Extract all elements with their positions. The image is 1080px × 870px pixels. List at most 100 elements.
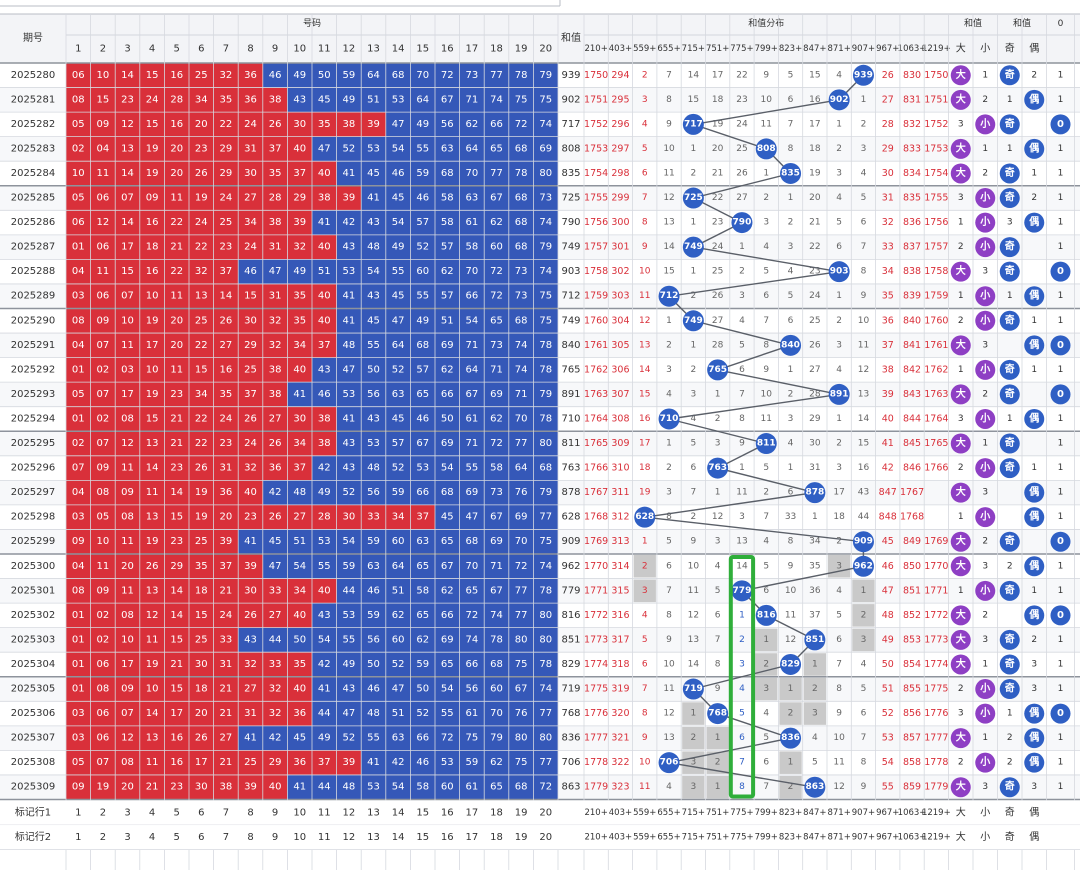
drawn-number: 71 <box>490 561 503 572</box>
distribution-value: 305 <box>611 340 629 351</box>
drawn-number: 40 <box>318 168 331 179</box>
number-cell <box>385 259 411 284</box>
issue-number: 2025287 <box>11 242 56 253</box>
number-cell <box>361 676 386 702</box>
number-cell <box>336 112 362 137</box>
bigsmall-miss: 3 <box>958 709 964 719</box>
distribution-value: 9 <box>715 684 721 694</box>
distribution-value: 8 <box>666 610 672 620</box>
number-cell <box>115 185 140 211</box>
number-cell <box>90 161 116 186</box>
oddeven-miss: 2 <box>1031 70 1037 80</box>
number-cell <box>287 357 312 383</box>
distribution-value: 2 <box>690 168 696 178</box>
sum-value: 835 <box>561 168 580 179</box>
distribution-value: 6 <box>763 758 769 768</box>
distribution-value: 39 <box>882 389 894 400</box>
distribution-value: 313 <box>611 536 629 547</box>
number-cell <box>287 112 312 137</box>
number-cell <box>213 357 239 383</box>
sum-ball-label: 816 <box>757 610 776 620</box>
drawn-number: 49 <box>392 242 405 253</box>
number-cell <box>213 750 239 775</box>
drawn-number: 71 <box>466 94 479 105</box>
extra-label: 0 <box>1057 536 1064 547</box>
drawn-number: 45 <box>367 315 380 326</box>
number-cell <box>189 431 214 456</box>
number-cell <box>459 333 485 358</box>
drawn-number: 33 <box>367 512 380 523</box>
number-cell <box>533 529 558 554</box>
distribution-column-label: 799+ <box>755 44 778 54</box>
drawn-number: 77 <box>539 512 552 523</box>
table-row: 2025291 04 07 11 17 20 22 27 29 32 34 37 48 55 64 68 69 7… <box>0 333 1080 358</box>
number-cell <box>213 455 239 481</box>
number-cell <box>287 725 312 751</box>
number-cell <box>336 87 362 113</box>
drawn-number: 35 <box>269 168 282 179</box>
drawn-number: 37 <box>220 561 233 572</box>
drawn-number: 14 <box>121 70 134 81</box>
distribution-value: 3 <box>836 561 842 571</box>
drawn-number: 32 <box>269 340 282 351</box>
bigsmall-label: 大 <box>956 166 966 179</box>
oddeven-ball <box>1024 408 1045 429</box>
missing-cell <box>633 555 656 578</box>
number-cell <box>459 63 485 88</box>
number-cell <box>533 676 558 702</box>
distribution-value: 8 <box>666 512 672 522</box>
drawn-number: 48 <box>367 242 380 253</box>
distribution-value: 2 <box>690 291 696 301</box>
distribution-column-label: 775+ <box>730 44 753 54</box>
oddeven-label: 奇 <box>1005 264 1015 277</box>
number-cell <box>189 333 214 358</box>
drawn-number: 39 <box>367 119 380 130</box>
distribution-value: 7 <box>690 488 696 498</box>
drawn-number: 79 <box>490 733 503 744</box>
distribution-value: 11 <box>663 684 674 694</box>
number-cell <box>459 112 485 137</box>
distribution-value: 4 <box>690 414 696 424</box>
number-cell <box>66 210 91 235</box>
bigsmall-label: 小 <box>979 313 990 326</box>
distribution-value: 29 <box>809 414 821 424</box>
drawn-number: 32 <box>195 266 208 277</box>
drawn-number: 17 <box>121 659 134 670</box>
distribution-value: 9 <box>763 70 769 80</box>
drawn-number: 21 <box>170 659 183 670</box>
number-cell <box>361 112 386 137</box>
drawn-number: 09 <box>121 684 134 695</box>
bigsmall-ball <box>950 728 971 749</box>
number-cell <box>139 283 165 309</box>
drawn-number: 72 <box>515 119 528 130</box>
number-cell <box>66 627 91 653</box>
number-cell <box>336 627 362 653</box>
drawn-number: 01 <box>72 242 85 253</box>
number-cell <box>385 627 411 653</box>
number-cell <box>312 333 337 358</box>
distribution-value: 8 <box>861 758 867 768</box>
drawn-number: 24 <box>244 119 257 130</box>
number-cell <box>508 308 534 334</box>
number-cell <box>484 701 509 726</box>
number-cell <box>410 210 435 235</box>
oddeven-label: 奇 <box>1005 313 1015 326</box>
footer-number: 5 <box>174 832 180 843</box>
distribution-value: 7 <box>715 635 721 645</box>
distribution-value: 4 <box>836 70 842 80</box>
sum-ball-label: 790 <box>733 218 752 228</box>
number-cell <box>336 406 362 432</box>
number-cell <box>66 333 91 358</box>
bigsmall-miss: 3 <box>982 635 988 645</box>
number-cell <box>435 63 460 88</box>
number-cell <box>385 382 411 407</box>
missing-cell <box>682 775 705 799</box>
distribution-value: 31 <box>809 463 820 473</box>
drawn-number: 01 <box>72 684 85 695</box>
drawn-number: 72 <box>490 438 503 449</box>
number-cell <box>410 627 435 653</box>
distribution-value: 1761 <box>584 340 608 351</box>
distribution-value: 1752 <box>924 119 948 130</box>
drawn-number: 27 <box>244 684 257 695</box>
distribution-value: 1776 <box>584 708 608 719</box>
